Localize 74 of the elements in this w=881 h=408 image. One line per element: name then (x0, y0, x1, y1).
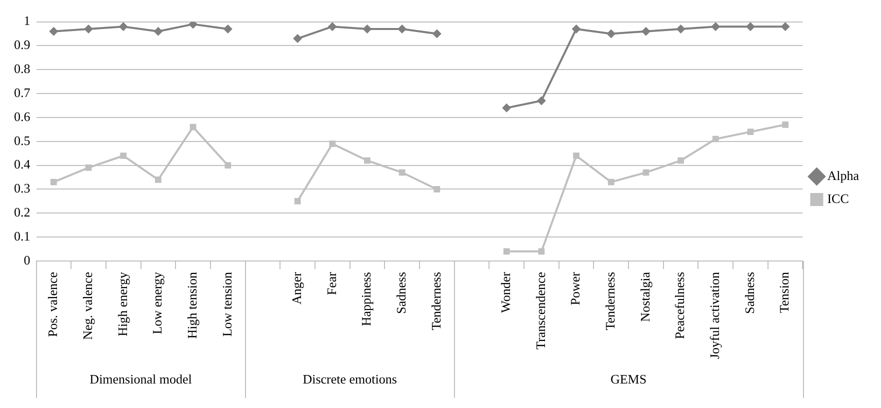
point (49, 26, 58, 36)
x-tick-label: Pos. valence (45, 272, 60, 337)
point (224, 162, 232, 168)
x-tick-label: Transcendence (532, 272, 548, 350)
y-tick-label: 0 (24, 252, 30, 268)
point (538, 248, 545, 255)
point (434, 186, 440, 192)
y-tick-label: 0.6 (14, 108, 31, 124)
x-tick-label: Neg. valence (80, 272, 95, 340)
x-tick-label: Power (568, 271, 583, 306)
y-tick-label: 0.2 (14, 204, 30, 220)
point (678, 157, 684, 164)
point (502, 103, 512, 112)
y-tick-label: 0.4 (14, 156, 31, 172)
point (432, 29, 442, 38)
y-tick-label: 0.5 (14, 132, 30, 148)
point (293, 34, 302, 44)
x-tick-label: Fear (324, 271, 339, 296)
point (780, 22, 790, 32)
point (572, 24, 581, 34)
point (294, 198, 301, 204)
point (398, 169, 406, 176)
x-tick-label: Happiness (358, 272, 374, 326)
x-tick-label: Sadness (393, 272, 408, 314)
x-tick-label: High tension (184, 272, 200, 339)
point (84, 24, 94, 34)
point (364, 157, 370, 164)
point (782, 121, 788, 128)
legend-label: ICC (827, 190, 849, 206)
point (606, 29, 616, 38)
point (398, 24, 407, 34)
x-tick-label: Nostalgia (637, 272, 652, 322)
point (120, 152, 127, 159)
point (641, 26, 650, 36)
point (712, 136, 719, 142)
point (608, 178, 614, 186)
point (223, 24, 232, 34)
point (747, 128, 754, 136)
point (536, 96, 546, 106)
point (362, 24, 372, 34)
point (118, 22, 128, 32)
legend-label: Alpha (827, 168, 860, 183)
x-tick-label: Tension (776, 272, 792, 313)
point (676, 24, 686, 34)
point (503, 248, 510, 255)
point (711, 22, 720, 32)
point (746, 22, 755, 32)
y-tick-label: 0.8 (14, 61, 30, 76)
point (188, 22, 198, 29)
x-tick-label: Peacefulness (672, 272, 688, 340)
point (329, 140, 336, 147)
y-tick-label: 1 (24, 13, 30, 28)
x-tick-label: Low tension (219, 272, 234, 337)
point (155, 176, 162, 183)
x-tick-label: Tenderness (602, 272, 618, 330)
point (328, 22, 337, 32)
x-tick-label: High energy (114, 272, 130, 336)
x-tick-label: Wonder (498, 271, 514, 313)
y-tick-label: 0.9 (14, 37, 30, 52)
x-tick-label: Tenderness (428, 272, 444, 330)
x-tick-label: Anger (288, 271, 304, 304)
y-tick-label: 0.1 (14, 228, 30, 244)
point (85, 164, 92, 171)
y-tick-label: 0.7 (14, 84, 31, 100)
x-tick-label: Low energy (150, 272, 165, 334)
text: Dimensional model (90, 371, 192, 386)
x-tick-label: Sadness (742, 272, 757, 314)
y-tick-label: 0.3 (14, 180, 30, 196)
text: Discrete emotions (302, 371, 397, 386)
point (573, 152, 580, 159)
text: GEMS (610, 371, 647, 386)
point (50, 178, 57, 186)
point (154, 26, 163, 36)
x-tick-label: Joyful activation (707, 272, 722, 360)
